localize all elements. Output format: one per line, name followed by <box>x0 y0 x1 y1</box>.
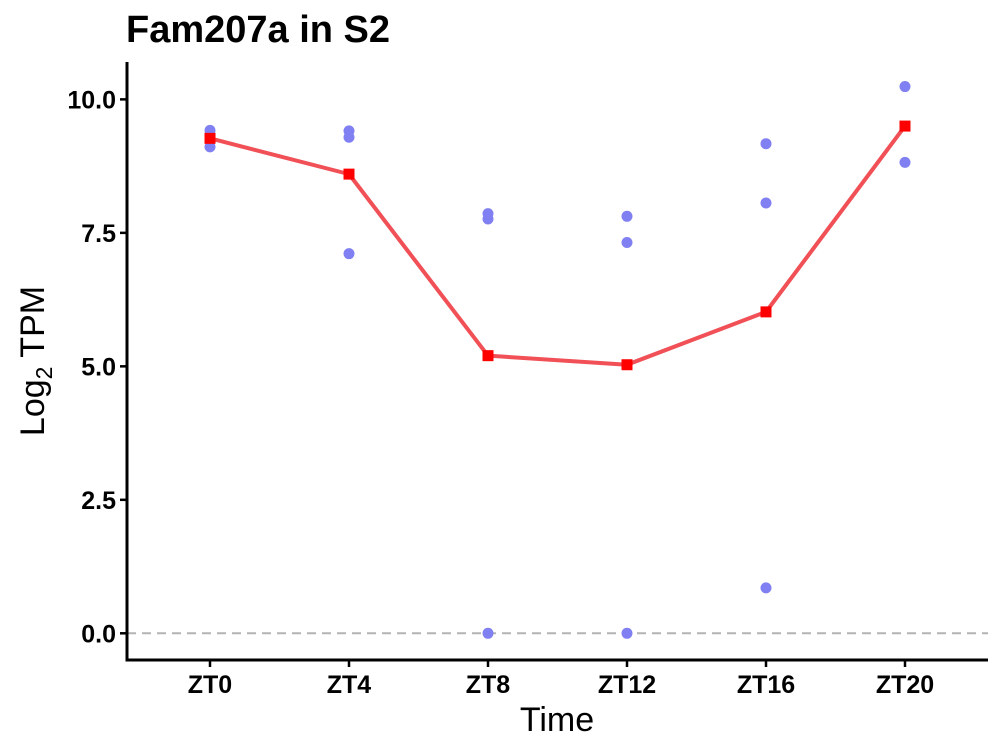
x-tick-label: ZT0 <box>188 671 232 699</box>
y-tick-label: 2.5 <box>81 487 116 515</box>
x-ticks: ZT0 ZT4 ZT8 ZT12 ZT16 ZT20 <box>188 660 934 699</box>
replicate-point <box>482 627 494 639</box>
replicate-point <box>621 236 633 248</box>
y-tick-label: 7.5 <box>81 220 116 248</box>
y-tick-label: 0.0 <box>81 620 116 648</box>
replicate-point <box>482 213 494 225</box>
mean-markers-layer <box>204 120 911 371</box>
replicate-point <box>204 141 216 153</box>
y-tick-label: 5.0 <box>81 353 116 381</box>
mean-marker <box>482 350 494 362</box>
replicate-point <box>760 197 772 209</box>
replicate-point <box>621 627 633 639</box>
replicate-points-layer <box>204 81 911 639</box>
mean-marker <box>621 359 633 371</box>
replicate-point <box>899 156 911 168</box>
y-axis-title-main: Log <box>14 379 52 436</box>
mean-line-layer <box>208 124 907 367</box>
replicate-point <box>343 131 355 143</box>
y-tick-label: 10.0 <box>67 86 116 114</box>
replicate-point <box>760 582 772 594</box>
mean-marker <box>760 306 772 318</box>
x-tick-label: ZT20 <box>876 671 934 699</box>
x-tick-label: ZT16 <box>737 671 795 699</box>
x-tick-label: ZT8 <box>466 671 511 699</box>
replicate-point <box>760 138 772 150</box>
y-axis-title: Log2 TPM <box>14 286 57 436</box>
mean-line <box>208 124 907 367</box>
x-tick-label: ZT12 <box>598 671 656 699</box>
replicate-point <box>343 248 355 260</box>
mean-marker <box>204 132 216 144</box>
y-axis-title-subscript: 2 <box>31 367 57 380</box>
mean-marker <box>343 168 355 180</box>
replicate-point <box>899 81 911 93</box>
y-ticks: 0.0 2.5 5.0 7.5 10.0 <box>67 86 127 648</box>
x-tick-label: ZT4 <box>327 671 372 699</box>
y-axis-title-suffix: TPM <box>14 286 52 367</box>
mean-marker <box>899 120 911 132</box>
replicate-point <box>621 210 633 222</box>
chart-title: Fam207a in S2 <box>126 9 390 51</box>
x-axis-title: Time <box>520 701 594 739</box>
